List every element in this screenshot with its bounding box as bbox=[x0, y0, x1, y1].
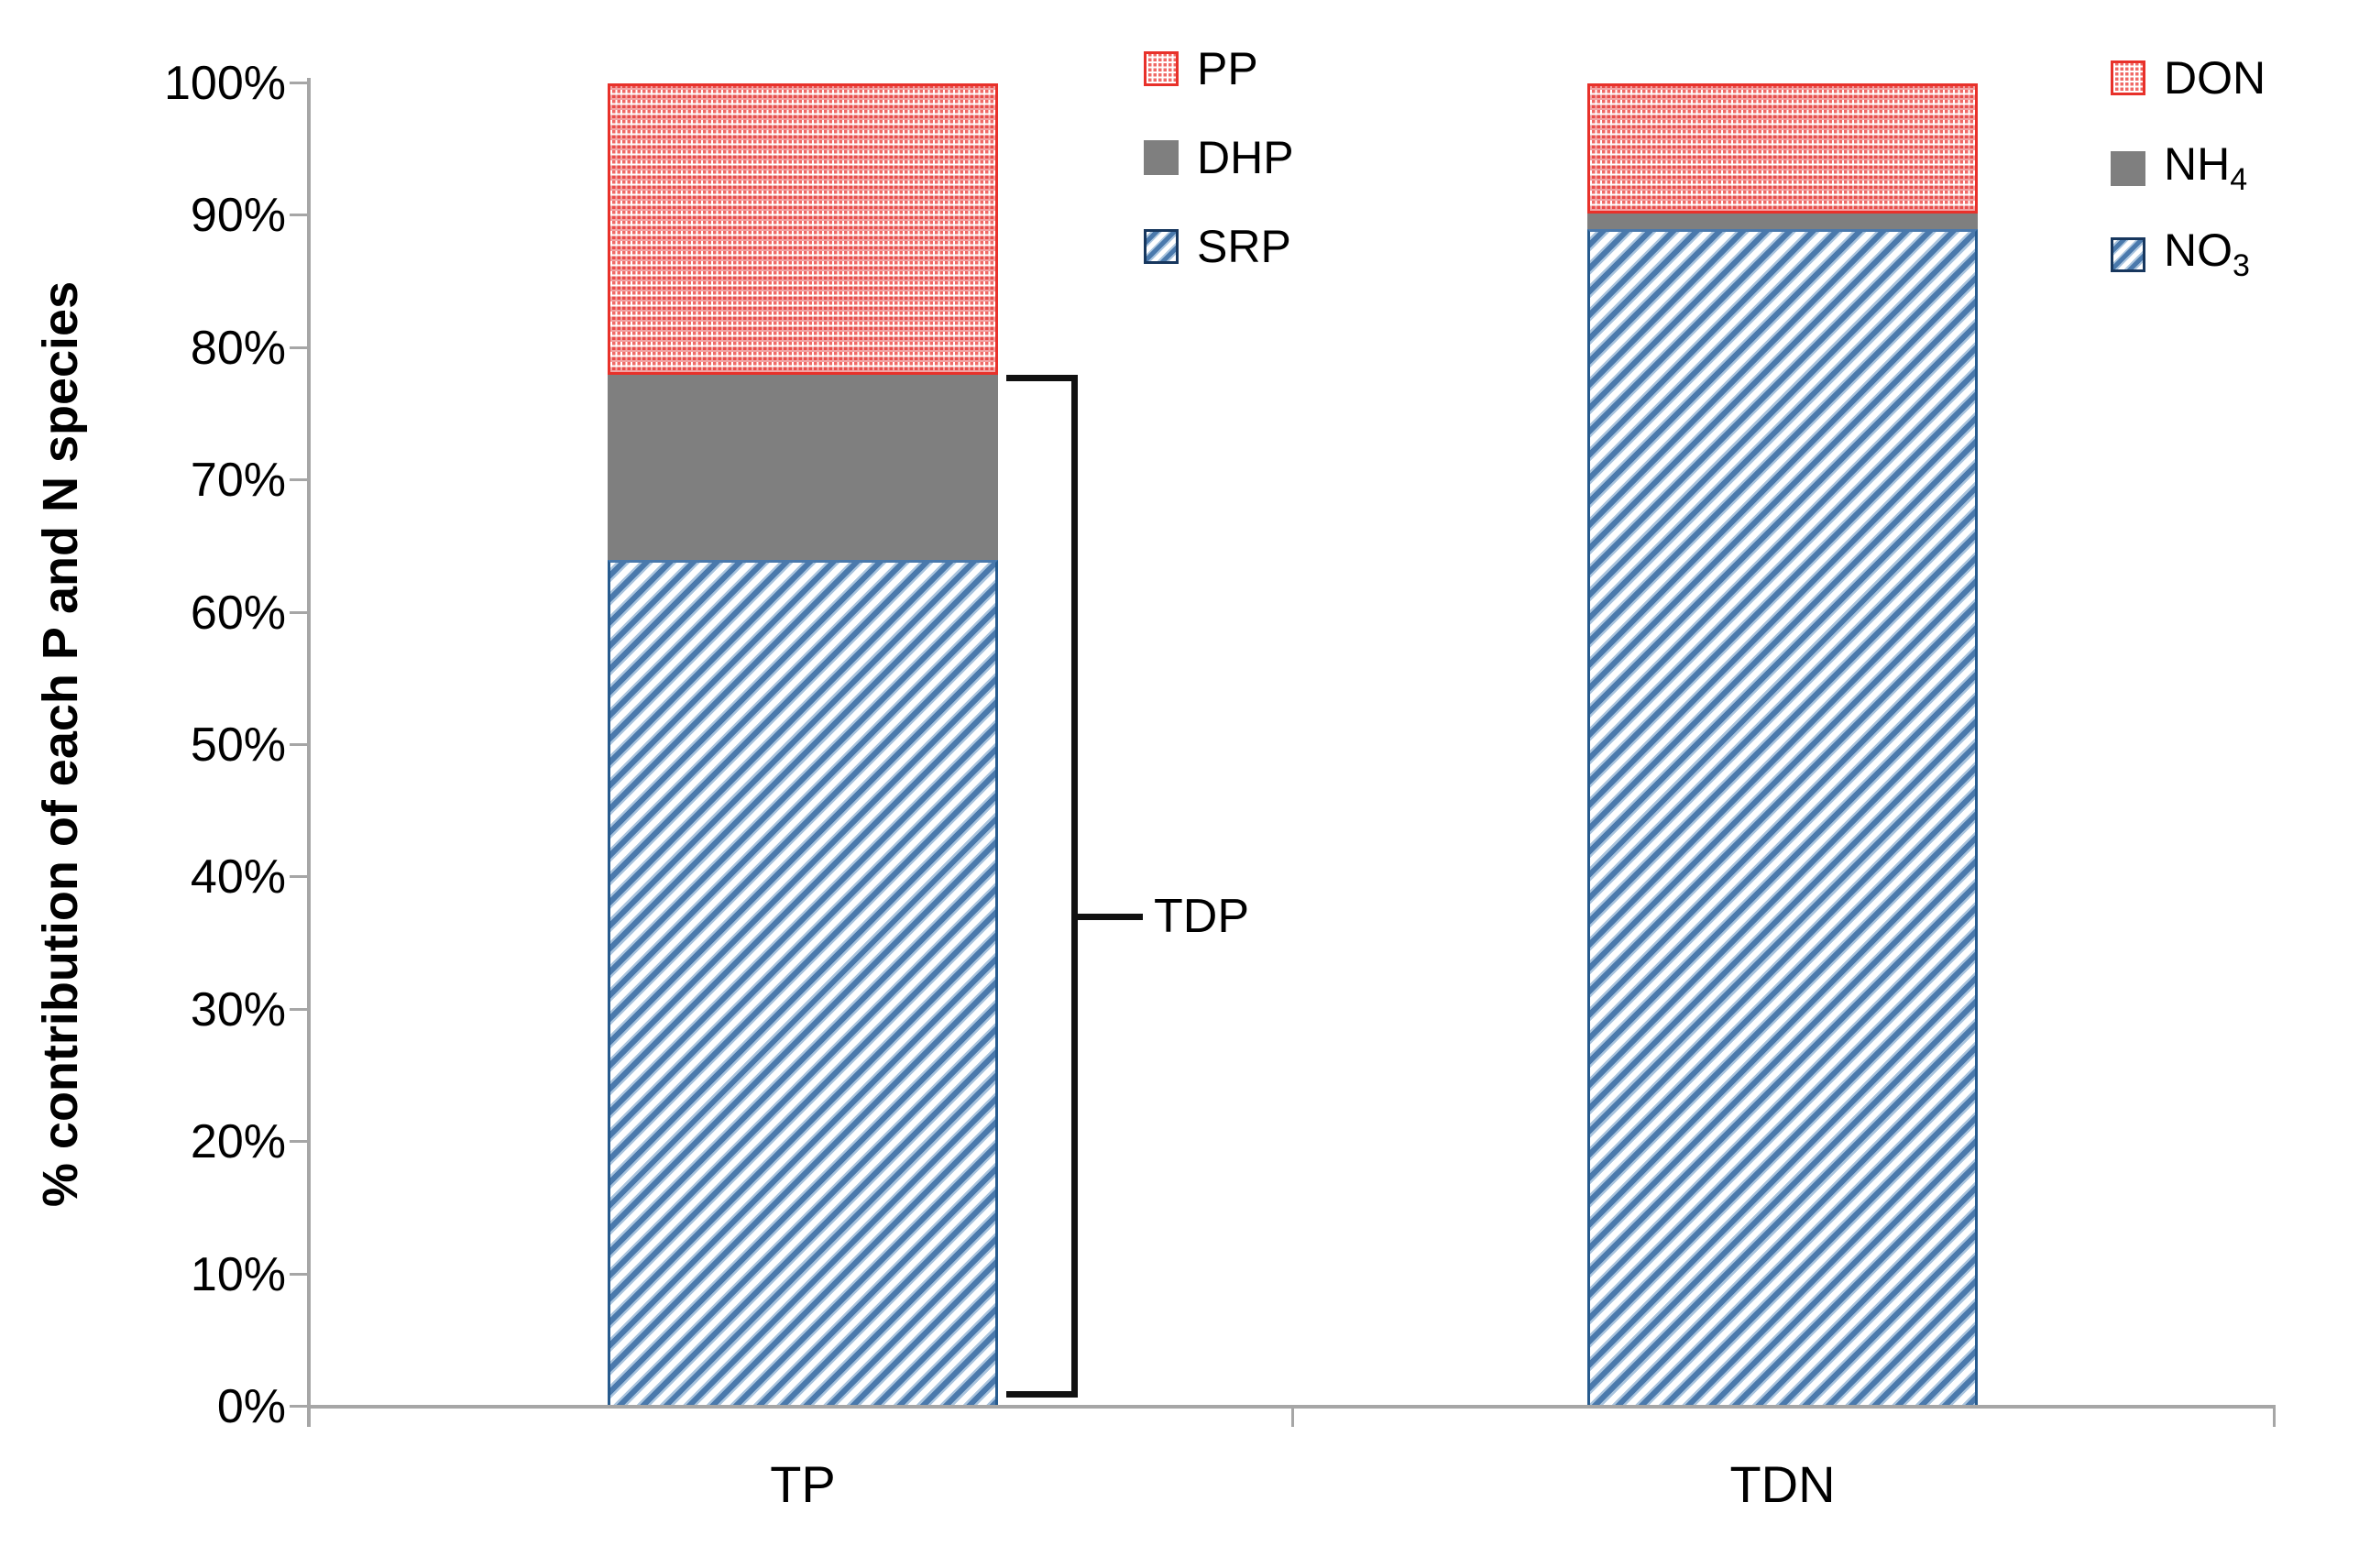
bracket-top-arm bbox=[1006, 374, 1078, 381]
x-category-label-tdn: TDN bbox=[1729, 1455, 1836, 1513]
y-tick-label: 10% bbox=[190, 1247, 286, 1301]
bar-segment-no3 bbox=[1587, 228, 1978, 1407]
legend-swatch-red-dots bbox=[1144, 51, 1179, 86]
legend-swatch-red-dots bbox=[2111, 60, 2145, 95]
bracket-pointer bbox=[1071, 914, 1143, 920]
bracket-vertical bbox=[1071, 374, 1078, 1398]
legend-swatch-gray-solid bbox=[1144, 140, 1179, 175]
y-tick-mark bbox=[290, 1140, 310, 1144]
y-axis-line bbox=[307, 78, 311, 1427]
legend-swatch-gray-solid bbox=[2111, 150, 2145, 186]
legend-label: NO3 bbox=[2164, 225, 2250, 283]
y-tick-mark bbox=[290, 345, 310, 349]
bar-segment-srp bbox=[608, 559, 998, 1407]
y-tick-label: 20% bbox=[190, 1115, 286, 1169]
legend-item-dhp: DHP bbox=[1144, 135, 1294, 181]
legend-swatch-blue-hatch bbox=[1144, 229, 1179, 264]
legend-item-pp: PP bbox=[1144, 46, 1258, 92]
bar-segment-nh4 bbox=[1587, 213, 1978, 229]
bar-segment-don bbox=[1587, 83, 1978, 214]
y-tick-mark bbox=[290, 82, 310, 84]
y-tick-label: 0% bbox=[216, 1380, 286, 1433]
y-tick-mark bbox=[290, 214, 310, 217]
bracket-bottom-arm bbox=[1006, 1391, 1078, 1398]
y-tick-mark bbox=[290, 875, 310, 879]
legend-label: NH4 bbox=[2164, 138, 2248, 197]
legend-label: PP bbox=[1197, 43, 1258, 94]
y-tick-mark bbox=[290, 743, 310, 746]
y-tick-label: 30% bbox=[190, 982, 286, 1036]
x-axis-tick-right bbox=[2273, 1409, 2276, 1427]
y-tick-label: 90% bbox=[190, 189, 286, 243]
legend-item-nh4: NH4 bbox=[2111, 141, 2247, 195]
x-axis-tick-mid bbox=[1291, 1409, 1294, 1427]
bar-segment-dhp bbox=[608, 374, 998, 560]
bracket-label-tdp: TDP bbox=[1154, 890, 1249, 943]
y-tick-mark bbox=[290, 1405, 310, 1408]
y-tick-mark bbox=[290, 478, 310, 482]
y-tick-mark bbox=[290, 1272, 310, 1276]
y-tick-mark bbox=[290, 1007, 310, 1011]
x-axis-line bbox=[310, 1405, 2276, 1409]
y-tick-mark bbox=[290, 610, 310, 614]
y-tick-label: 60% bbox=[190, 586, 286, 640]
legend-item-srp: SRP bbox=[1144, 224, 1291, 269]
y-tick-label: 50% bbox=[190, 718, 286, 772]
x-category-label-tp: TP bbox=[770, 1455, 836, 1513]
y-tick-label: 70% bbox=[190, 454, 286, 508]
legend-item-don: DON bbox=[2111, 55, 2266, 101]
legend-label: SRP bbox=[1197, 221, 1291, 272]
legend-swatch-blue-hatch bbox=[2111, 236, 2145, 272]
y-tick-label: 40% bbox=[190, 850, 286, 905]
legend-label-subscript: 4 bbox=[2230, 162, 2248, 197]
y-tick-label: 100% bbox=[164, 57, 286, 110]
bar-segment-pp bbox=[608, 83, 998, 375]
legend-label: DON bbox=[2164, 52, 2266, 104]
legend-item-no3: NO3 bbox=[2111, 227, 2250, 281]
y-tick-label: 80% bbox=[190, 321, 286, 375]
legend-label: DHP bbox=[1197, 132, 1294, 183]
legend-label-subscript: 3 bbox=[2233, 248, 2250, 283]
